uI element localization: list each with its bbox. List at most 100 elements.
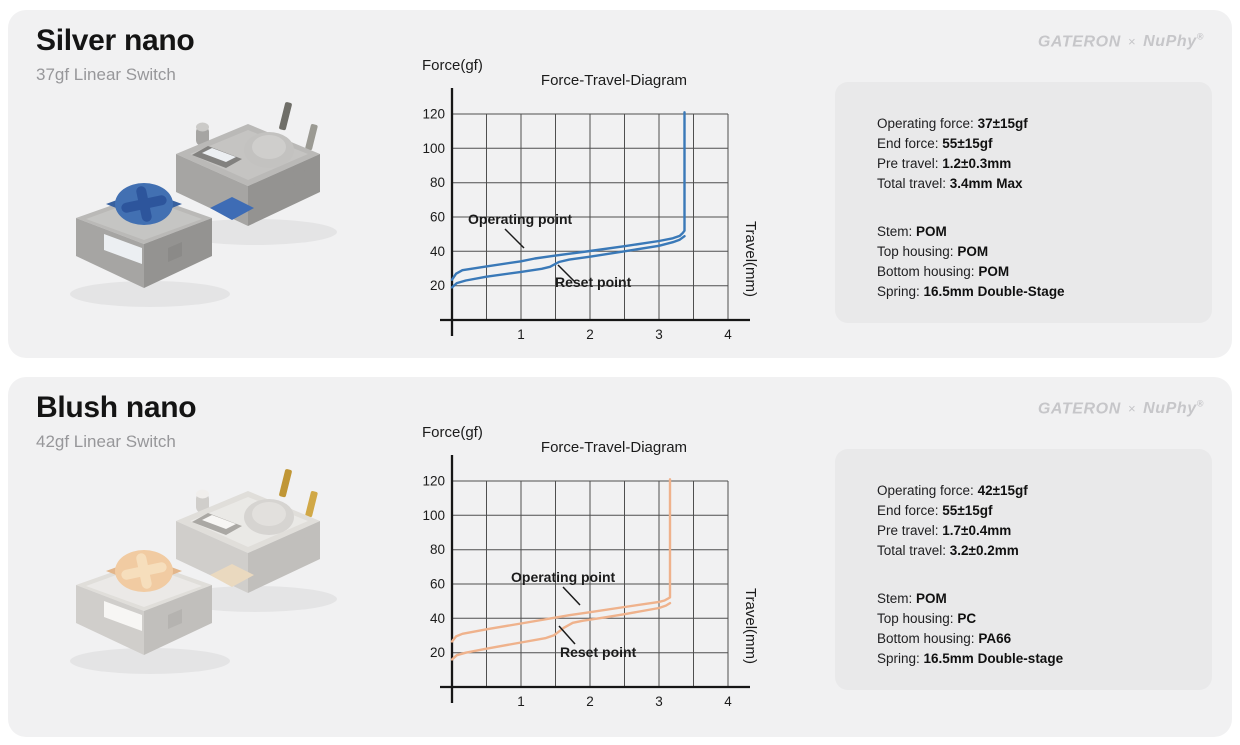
- housing-window: [104, 234, 142, 264]
- product-card-silver: Silver nano 37gf Linear Switch GATERON × N…: [8, 10, 1232, 358]
- spec-row: Pre travel: 1.2±0.3mm: [877, 154, 1212, 174]
- spec-label: Pre travel:: [877, 156, 943, 171]
- y-tick-labels: 120 100 80 60 40 20: [422, 107, 445, 294]
- svg-text:80: 80: [430, 542, 445, 557]
- switch-latch: [293, 168, 305, 186]
- svg-text:120: 120: [422, 107, 445, 122]
- spec-label: Top housing:: [877, 244, 958, 259]
- chart-annotations: Operating point Reset point: [468, 211, 632, 290]
- chart-title: Force-Travel-Diagram: [541, 439, 687, 456]
- spec-value: 55±15gf: [942, 503, 993, 518]
- gateron-logo: GATERON: [1037, 400, 1121, 418]
- bottom-dome-top: [252, 135, 286, 159]
- switch-pin: [305, 491, 318, 518]
- x-axis-title: Travel(mm): [742, 221, 759, 297]
- switch-product-photo: [70, 102, 337, 307]
- spec-row: Top housing: PC: [877, 609, 1212, 629]
- stem-cross-icon: [121, 186, 167, 222]
- brand-lockup: GATERON × NuPhy®: [1038, 32, 1204, 51]
- registered-icon: ®: [1196, 32, 1204, 42]
- force-travel-chart: Force(gf) Force-Travel-Diagram 120 100 8…: [422, 424, 759, 709]
- svg-text:3: 3: [655, 694, 663, 709]
- shadow: [173, 219, 337, 245]
- spec-value: 55±15gf: [942, 136, 993, 151]
- spec-label: End force:: [877, 136, 943, 151]
- release-curve: [450, 234, 686, 289]
- stem-cross-icon: [121, 553, 167, 589]
- force-travel-chart: Force(gf) Force-Travel-Diagram 120 100 8…: [422, 57, 759, 342]
- spec-row: Operating force: 37±15gf: [877, 114, 1212, 134]
- chart-annotations: Operating point Reset point: [511, 569, 637, 660]
- svg-text:100: 100: [422, 141, 445, 156]
- x-axis-title: Travel(mm): [742, 588, 759, 664]
- force-specs: Operating force: 37±15gf End force: 55±15…: [877, 114, 1212, 194]
- spec-row: End force: 55±15gf: [877, 501, 1212, 521]
- release-curve: [450, 601, 672, 661]
- switch-peg-top: [196, 489, 209, 499]
- gateron-logo: GATERON: [1037, 33, 1121, 51]
- spec-label: Operating force:: [877, 483, 978, 498]
- spec-label: Bottom housing:: [877, 264, 979, 279]
- spec-label: Pre travel:: [877, 523, 943, 538]
- housing-latch: [168, 609, 182, 629]
- spec-value: 37±15gf: [977, 116, 1028, 131]
- operating-point-label: Operating point: [468, 211, 573, 227]
- chart-grid: [452, 480, 729, 687]
- spec-label: Total travel:: [877, 543, 950, 558]
- spec-value: 1.7±0.4mm: [942, 523, 1012, 538]
- spec-value: 1.2±0.3mm: [942, 156, 1012, 171]
- switch-bottom-view: [176, 469, 320, 593]
- spec-label: Stem:: [877, 224, 917, 239]
- spec-row: End force: 55±15gf: [877, 134, 1212, 154]
- chart-grid: [452, 113, 729, 320]
- spec-row: Stem: POM: [877, 589, 1212, 609]
- y-tick-labels: 120 100 80 60 40 20: [422, 474, 445, 661]
- svg-text:4: 4: [724, 694, 732, 709]
- spec-row: Top housing: POM: [877, 242, 1212, 262]
- collab-x-icon: ×: [1127, 401, 1137, 417]
- product-subtitle: 42gf Linear Switch: [36, 432, 176, 451]
- svg-text:20: 20: [430, 645, 445, 660]
- registered-icon: ®: [1196, 399, 1204, 409]
- specs-panel: Operating force: 42±15gf End force: 55±15…: [835, 449, 1212, 690]
- spec-label: Spring:: [877, 284, 924, 299]
- shadow: [70, 281, 230, 307]
- nuphy-logo: NuPhy®: [1143, 399, 1204, 418]
- spec-row: Total travel: 3.2±0.2mm: [877, 541, 1212, 561]
- collab-x-icon: ×: [1127, 34, 1137, 50]
- chart-axes: [440, 88, 750, 336]
- svg-text:40: 40: [430, 244, 445, 259]
- spec-label: Top housing:: [877, 611, 958, 626]
- operating-point-pointer: [504, 228, 525, 249]
- svg-text:40: 40: [430, 611, 445, 626]
- chart-title: Force-Travel-Diagram: [541, 72, 687, 89]
- stem-accent: [210, 197, 254, 220]
- switch-product-photo: [70, 469, 337, 674]
- stem-accent: [210, 564, 254, 587]
- force-specs: Operating force: 42±15gf End force: 55±15…: [877, 481, 1212, 561]
- specs-panel: Operating force: 37±15gf End force: 55±15…: [835, 82, 1212, 323]
- housing-left-face: [76, 585, 144, 655]
- chart-axes: [440, 455, 750, 703]
- switch-peg-top: [196, 122, 209, 132]
- switch-peg: [196, 126, 209, 146]
- spec-row: Spring: 16.5mm Double-Stage: [877, 282, 1212, 302]
- spec-value: POM: [978, 264, 1010, 279]
- switch-pin: [305, 124, 318, 151]
- svg-text:60: 60: [430, 210, 445, 225]
- svg-text:60: 60: [430, 577, 445, 592]
- switch-peg: [196, 493, 209, 513]
- switch-pin: [279, 469, 292, 498]
- material-specs: Stem: POM Top housing: POM Bottom housing:…: [877, 222, 1212, 302]
- spec-value: 3.4mm Max: [949, 176, 1023, 191]
- svg-text:1: 1: [517, 327, 525, 342]
- housing-slot-window: [202, 148, 236, 162]
- housing-slot-window: [202, 515, 236, 529]
- switch-bottom-view: [176, 102, 320, 226]
- svg-text:4: 4: [724, 327, 732, 342]
- svg-text:3: 3: [655, 327, 663, 342]
- spec-value: POM: [916, 591, 947, 606]
- spec-value: POM: [957, 244, 989, 259]
- switch-pin: [279, 102, 292, 131]
